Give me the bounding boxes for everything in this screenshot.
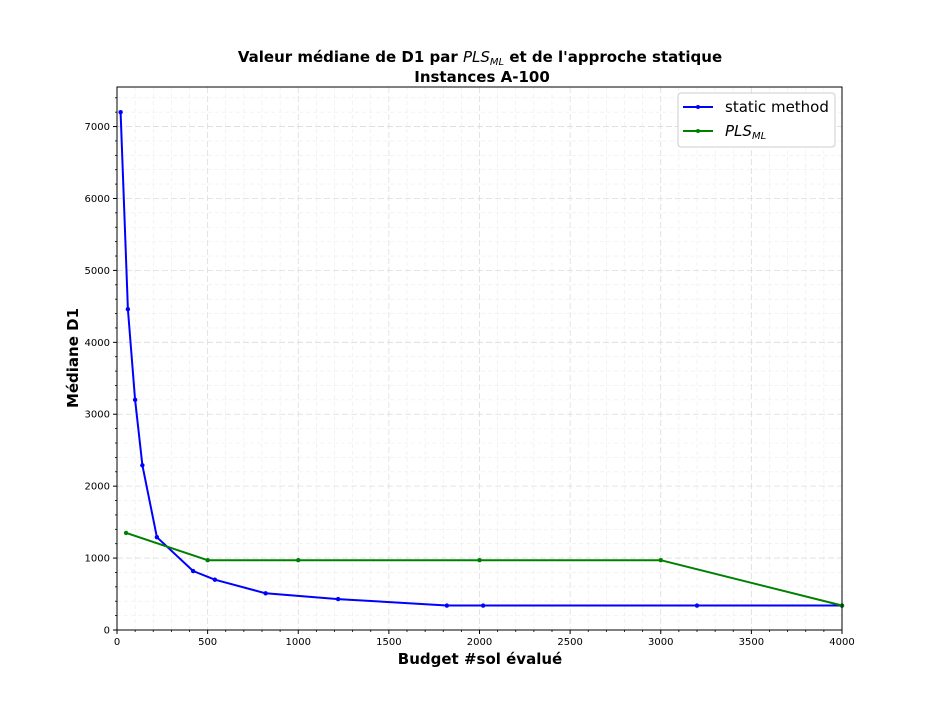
grid [116, 87, 843, 631]
x-axis-label: Budget #sol évalué [398, 650, 562, 668]
data-point-plsml [477, 558, 482, 563]
chart-title-line2: Instances A-100 [414, 68, 550, 86]
y-tick-label: 1000 [85, 554, 110, 565]
data-point-static-method [154, 535, 160, 540]
data-point-static-method [190, 568, 196, 574]
y-tick-label: 2000 [85, 482, 110, 493]
data-point-static-method [132, 397, 138, 403]
data-point-static-method [118, 109, 123, 115]
y-tick-label: 0 [104, 626, 110, 637]
y-axis-label: Médiane D1 [64, 308, 82, 408]
y-tick-label: 5000 [85, 266, 110, 277]
data-point-static-method [444, 603, 450, 608]
series-layer [118, 109, 845, 608]
data-point-plsml [205, 558, 210, 563]
x-tick-label: 4000 [829, 637, 854, 648]
legend-label-plsml: PLSML [725, 122, 766, 142]
axes: 0 500 1000 1500 2000 2500 3000 3500 4000 0 1000 200… [85, 97, 855, 648]
y-tick-label: 6000 [85, 194, 110, 205]
data-point-static-method [480, 603, 486, 608]
chart-title-line1: Valeur médiane de D1 par PLSML et de l'a… [238, 48, 722, 68]
data-point-static-method [125, 307, 131, 312]
legend-marker-static-method [696, 105, 700, 109]
y-tick-label: 7000 [85, 122, 110, 133]
legend-box [677, 92, 836, 148]
data-point-plsml [123, 530, 129, 536]
x-tick-label: 1500 [376, 637, 401, 648]
data-point-plsml [296, 558, 301, 563]
legend-label-static-method: static method [725, 98, 829, 116]
x-tick-label: 0 [114, 637, 120, 648]
data-point-static-method [140, 463, 145, 468]
x-tick-label: 2500 [557, 637, 582, 648]
data-point-static-method [335, 596, 341, 602]
x-tick-label: 500 [198, 637, 217, 648]
x-tick-label: 1000 [286, 637, 311, 648]
data-point-plsml [658, 558, 663, 563]
y-tick-label: 3000 [85, 410, 110, 421]
x-tick-label: 3000 [648, 637, 673, 648]
data-point-static-method [263, 591, 268, 596]
data-point-static-method [212, 577, 218, 582]
x-tick-label: 3500 [739, 637, 764, 648]
series-line-plsml [125, 531, 843, 607]
series-line-static-method [119, 112, 842, 607]
y-tick-label: 4000 [85, 338, 110, 349]
data-point-static-method [694, 603, 700, 608]
legend-marker-plsml [696, 129, 700, 133]
legend: static method PLSML [677, 92, 836, 148]
x-tick-label: 2000 [467, 637, 492, 648]
